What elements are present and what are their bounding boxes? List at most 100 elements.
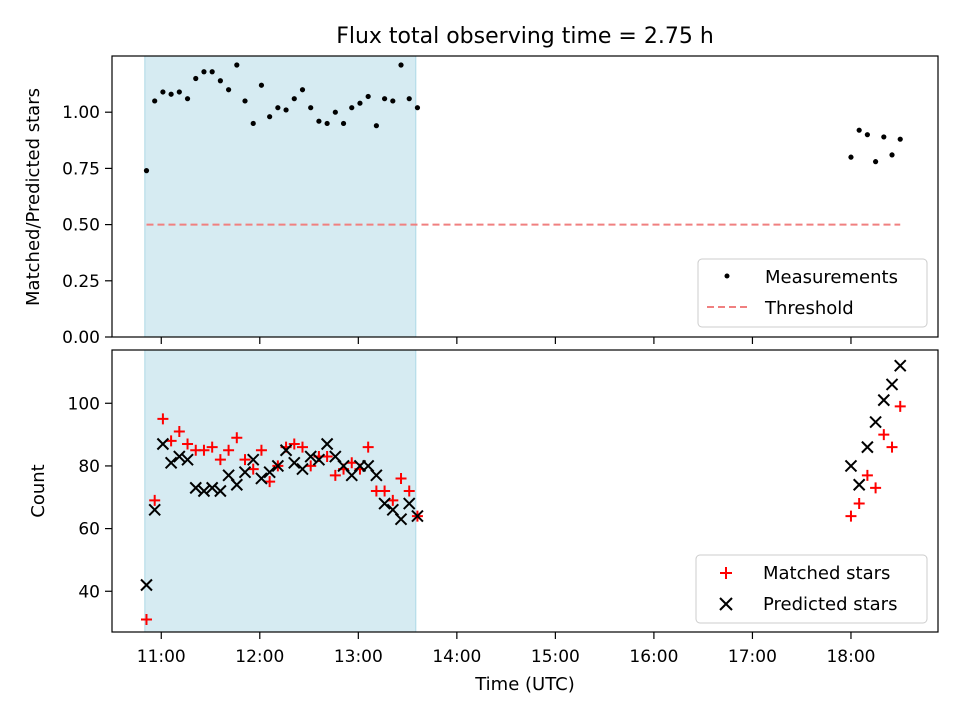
measurement-point bbox=[889, 152, 895, 158]
measurement-point bbox=[242, 98, 248, 104]
predicted-star-point bbox=[255, 472, 268, 485]
matched-star-point bbox=[173, 425, 185, 437]
measurement-point bbox=[848, 154, 854, 160]
measurement-point bbox=[225, 87, 232, 93]
matched-star-point bbox=[296, 441, 308, 453]
predicted-star-point bbox=[378, 497, 391, 510]
predicted-star-point bbox=[214, 484, 227, 498]
predicted-stars-series bbox=[140, 359, 907, 592]
predicted-star-point bbox=[885, 378, 899, 391]
predicted-star-point bbox=[861, 440, 874, 454]
bottom-y-tick-label: 80 bbox=[78, 457, 100, 477]
matched-star-point bbox=[362, 441, 374, 453]
bottom-x-ticks: 11:00 12:00 13:00 14:00 15:00 16:00 17:00 18:00 bbox=[137, 632, 875, 667]
matched-star-point bbox=[157, 413, 169, 425]
top-axes: 0.00 0.25 0.50 0.75 1.00 Matched/Predicted s… bbox=[23, 55, 939, 348]
predicted-star-point bbox=[852, 478, 866, 491]
predicted-star-point bbox=[394, 512, 408, 526]
measurement-point bbox=[856, 127, 862, 133]
predicted-star-point bbox=[238, 465, 252, 479]
measurement-point bbox=[267, 114, 273, 120]
matched-star-point bbox=[206, 441, 218, 453]
measurement-point bbox=[258, 82, 265, 88]
measurement-point bbox=[324, 120, 330, 127]
measurement-point bbox=[160, 89, 166, 95]
legend-matched-label: Matched stars bbox=[763, 563, 890, 584]
measurement-point bbox=[872, 159, 879, 165]
top-y-ticks: 0.00 0.25 0.50 0.75 1.00 bbox=[62, 103, 112, 348]
measurement-point bbox=[365, 93, 371, 100]
measurement-point bbox=[184, 96, 191, 102]
predicted-star-point bbox=[230, 478, 244, 491]
predicted-star-point bbox=[312, 453, 326, 466]
measurement-point bbox=[864, 132, 870, 138]
top-axes-frame bbox=[111, 55, 939, 338]
matched-star-point bbox=[223, 444, 235, 456]
matched-star-point bbox=[255, 444, 267, 456]
measurement-point bbox=[340, 120, 347, 127]
matched-star-point bbox=[861, 469, 873, 481]
x-tick-label: 17:00 bbox=[728, 647, 777, 667]
matched-star-point bbox=[239, 454, 251, 466]
predicted-star-point bbox=[296, 462, 309, 476]
predicted-star-point bbox=[271, 459, 285, 473]
top-y-tick-label: 1.00 bbox=[62, 103, 100, 123]
x-tick-label: 16:00 bbox=[629, 647, 678, 667]
measurement-point bbox=[209, 69, 215, 75]
matched-star-point bbox=[149, 494, 161, 506]
predicted-star-point bbox=[869, 415, 882, 429]
top-legend-box bbox=[697, 258, 928, 328]
predicted-star-point bbox=[844, 459, 858, 473]
measurement-point bbox=[291, 96, 297, 102]
top-x-ticks bbox=[160, 337, 852, 344]
bottom-y-tick-label: 40 bbox=[78, 582, 100, 602]
x-tick-label: 18:00 bbox=[826, 647, 875, 667]
matched-star-point bbox=[231, 432, 243, 444]
measurement-point bbox=[897, 136, 903, 142]
predicted-star-point bbox=[164, 456, 178, 470]
measurement-point bbox=[143, 168, 150, 174]
bottom-axes-frame bbox=[111, 349, 939, 633]
predicted-star-point bbox=[877, 393, 891, 407]
predicted-star-point bbox=[304, 450, 317, 463]
predicted-star-point bbox=[411, 509, 424, 523]
measurement-point bbox=[406, 96, 412, 102]
measurement-point bbox=[250, 120, 256, 127]
predicted-star-point bbox=[197, 484, 211, 498]
predicted-star-point bbox=[247, 453, 260, 466]
measurement-point bbox=[234, 62, 240, 68]
matched-star-point bbox=[182, 438, 194, 450]
bottom-legend: Matched stars Predicted stars bbox=[695, 554, 928, 624]
measurement-point bbox=[176, 89, 182, 95]
matched-star-point bbox=[878, 429, 890, 441]
predicted-star-point bbox=[140, 578, 153, 592]
top-y-axis-label: Matched/Predicted stars bbox=[23, 88, 44, 306]
predicted-star-point bbox=[403, 497, 416, 510]
measurements-series bbox=[143, 62, 903, 174]
chart-title: Flux total observing time = 2.75 h bbox=[336, 24, 714, 49]
matched-star-point bbox=[870, 482, 882, 494]
matched-star-point bbox=[379, 485, 391, 497]
x-tick-label: 12:00 bbox=[235, 647, 284, 667]
legend-matched-marker bbox=[720, 567, 732, 579]
measurement-point bbox=[398, 62, 404, 68]
matched-star-point bbox=[845, 510, 857, 522]
bottom-axes: 40 60 80 100 11:00 12:00 13:00 14:00 15:00 16:00… bbox=[28, 349, 939, 695]
bottom-y-ticks: 40 60 80 100 bbox=[68, 394, 112, 602]
predicted-star-point bbox=[148, 503, 161, 517]
top-shaded-region bbox=[144, 55, 417, 338]
predicted-star-point bbox=[189, 481, 202, 495]
bottom-y-axis-label: Count bbox=[28, 464, 49, 517]
measurement-point bbox=[373, 123, 379, 129]
predicted-star-point bbox=[173, 450, 186, 463]
x-tick-label: 11:00 bbox=[137, 647, 186, 667]
matched-star-point bbox=[214, 454, 226, 466]
predicted-star-point bbox=[894, 359, 907, 372]
bottom-y-tick-label: 100 bbox=[68, 394, 100, 414]
matched-star-point bbox=[403, 485, 415, 497]
measurement-point bbox=[201, 69, 207, 75]
matched-stars-series bbox=[140, 400, 906, 625]
matched-star-point bbox=[395, 472, 407, 484]
measurement-point bbox=[381, 96, 388, 102]
